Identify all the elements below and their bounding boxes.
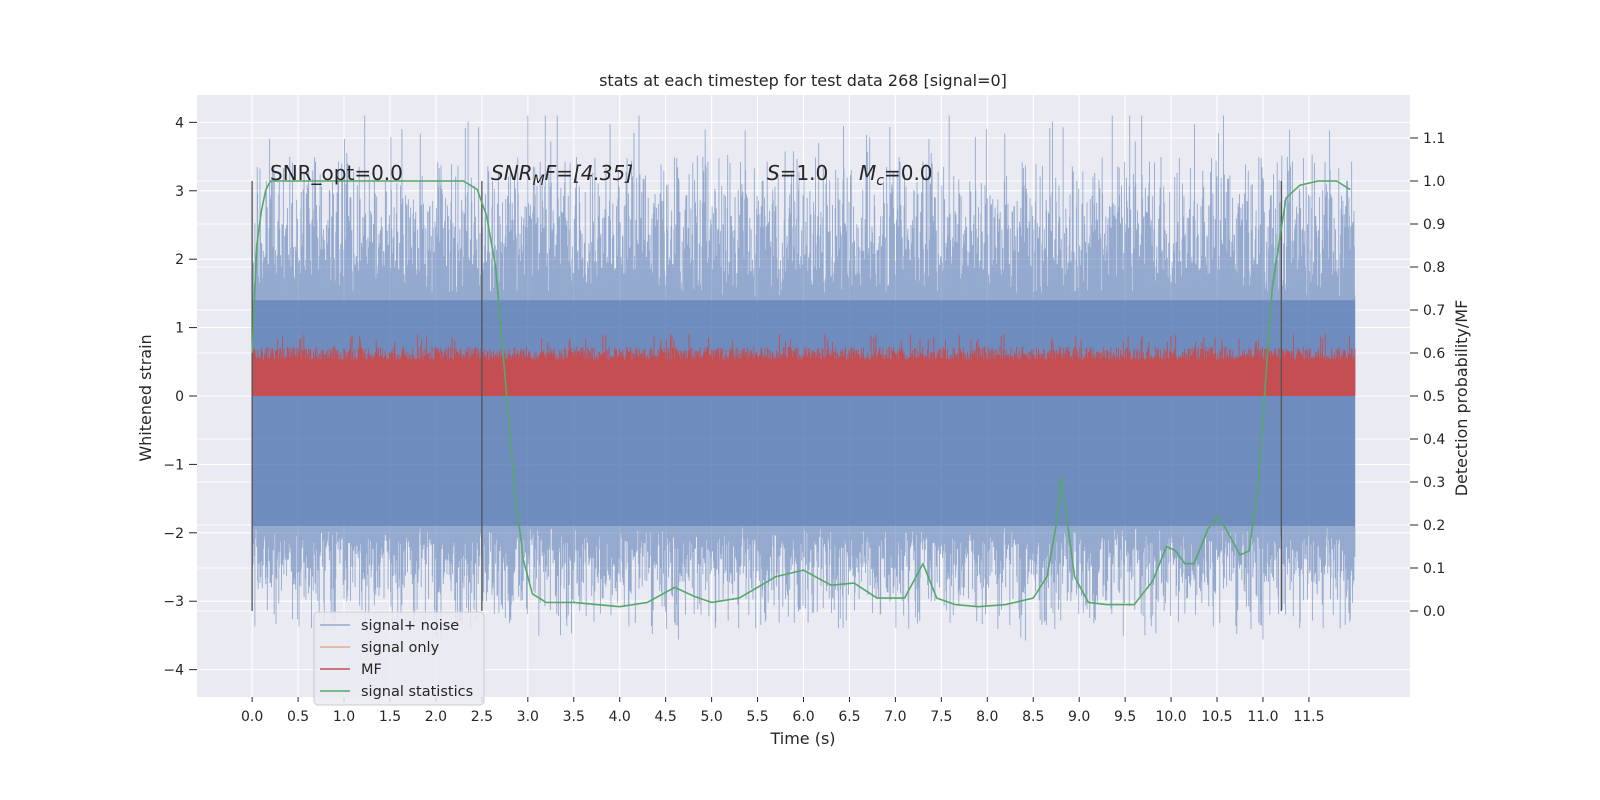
annotation-mc-rest: =0.0 [884, 161, 933, 185]
x-tick-label-13: 6.5 [838, 709, 860, 725]
y-axis-label: Whitened strain [136, 334, 155, 461]
annotation-snr-mf-rest: F=[4.35] [545, 161, 633, 185]
y-right-tick-label-2: 0.9 [1423, 217, 1445, 233]
x-tick-label-12: 6.0 [792, 709, 814, 725]
x-tick-label-20: 10.0 [1155, 709, 1186, 725]
x-tick-label-3: 1.5 [379, 709, 401, 725]
legend-label-signal-noise: signal+ noise [361, 618, 459, 634]
y-right-tick-label-1: 1.0 [1423, 174, 1445, 190]
y-ticks-right: 1.1 1.0 0.9 0.8 0.7 0.6 0.5 0.4 0.3 0.2 0.1 0.0 [1410, 131, 1445, 620]
signal-statistics-series [251, 180, 1351, 608]
legend: signal+ noise signal only MF signal stat… [313, 611, 485, 706]
y-tick-label-1: 3 [175, 184, 184, 200]
signal-statistics-line [251, 180, 1351, 608]
x-tick-label-5: 2.5 [471, 709, 493, 725]
x-tick-label-0: 0.0 [241, 709, 263, 725]
annotation-s: S=1.0 [767, 161, 828, 185]
y-right-tick-label-4: 0.7 [1423, 303, 1445, 319]
x-tick-label-19: 9.5 [1114, 709, 1136, 725]
y-right-tick-label-11: 0.0 [1423, 604, 1445, 620]
vertical-marker-lines [251, 181, 1282, 611]
x-axis-label: Time (s) [769, 729, 835, 748]
legend-label-signal-only: signal only [361, 640, 440, 656]
y-right-tick-label-8: 0.3 [1423, 475, 1445, 491]
annotation-s-rest: =1.0 [780, 161, 829, 185]
annotation-snr-mf: SNRMF=[4.35] [491, 161, 633, 189]
legend-label-signal-statistics: signal statistics [361, 684, 473, 700]
x-tick-label-18: 9.0 [1068, 709, 1090, 725]
mf-body [252, 359, 1355, 396]
x-tick-label-16: 8.0 [976, 709, 998, 725]
signal-noise-body [252, 300, 1355, 526]
x-tick-label-23: 11.5 [1293, 709, 1324, 725]
x-tick-label-15: 7.5 [930, 709, 952, 725]
annotation-s-italic: S [767, 161, 780, 185]
x-tick-label-17: 8.5 [1022, 709, 1044, 725]
x-tick-label-6: 3.0 [517, 709, 539, 725]
y-right-tick-label-6: 0.5 [1423, 389, 1445, 405]
annotation-snr-mf-sub: M [533, 173, 545, 189]
annotation-mc-italic: M [859, 161, 876, 185]
x-tick-label-10: 5.0 [700, 709, 722, 725]
x-tick-label-1: 0.5 [287, 709, 309, 725]
chart-title: stats at each timestep for test data 268… [599, 71, 1007, 90]
mf-series [251, 333, 1356, 396]
x-tick-label-7: 3.5 [563, 709, 585, 725]
annotation-mc: Mc=0.0 [859, 161, 933, 189]
x-tick-label-11: 5.5 [746, 709, 768, 725]
y-right-tick-label-7: 0.4 [1423, 432, 1445, 448]
annotation-snr-opt: SNR_opt=0.0 [270, 161, 403, 185]
x-tick-label-21: 10.5 [1201, 709, 1232, 725]
y-right-tick-label-3: 0.8 [1423, 260, 1445, 276]
x-tick-label-2: 1.0 [333, 709, 355, 725]
y-ticks-left: 4 3 2 1 0 −1 −2 −3 −4 [163, 115, 197, 679]
y-right-tick-label-5: 0.6 [1423, 346, 1445, 362]
y-tick-label-2: 2 [175, 252, 184, 268]
annotation-snr-mf-italic: SNR [491, 161, 533, 185]
y-tick-label-4: 0 [175, 389, 184, 405]
y-right-tick-label-0: 1.1 [1423, 131, 1445, 147]
legend-box [313, 611, 485, 706]
y-tick-label-5: −1 [163, 457, 184, 473]
y-tick-label-3: 1 [175, 321, 184, 337]
x-tick-label-9: 4.5 [655, 709, 677, 725]
x-tick-label-8: 4.0 [609, 709, 631, 725]
y-tick-label-8: −4 [163, 663, 184, 679]
y-right-tick-label-9: 0.2 [1423, 518, 1445, 534]
y-tick-label-6: −2 [163, 526, 184, 542]
y-tick-label-0: 4 [175, 115, 184, 131]
annotation-mc-sub: c [876, 173, 884, 189]
y-tick-label-7: −3 [163, 594, 184, 610]
y-axis-label-right: Detection probability/MF [1452, 300, 1471, 497]
x-tick-label-22: 11.0 [1247, 709, 1278, 725]
x-tick-label-4: 2.0 [425, 709, 447, 725]
y-right-tick-label-10: 0.1 [1423, 561, 1445, 577]
x-tick-label-14: 7.0 [884, 709, 906, 725]
legend-label-mf: MF [361, 662, 382, 678]
x-ticks: 0.0 0.5 1.0 1.5 2.0 2.5 3.0 3.5 4.0 4.5 5.0 5.5 6.0 6… [241, 697, 1325, 725]
